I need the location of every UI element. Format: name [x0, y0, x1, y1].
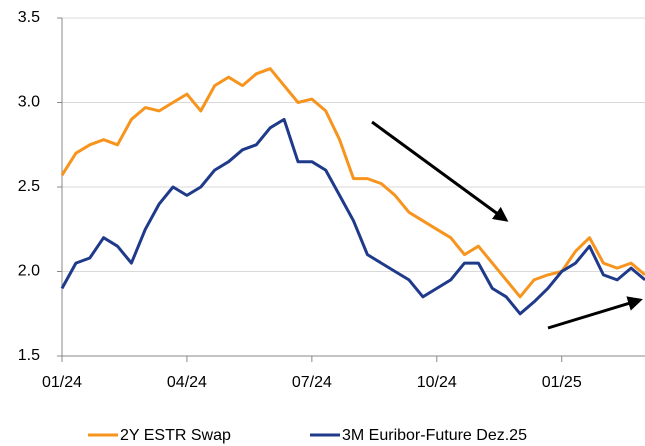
y-tick-label: 3.0 [18, 94, 40, 111]
x-tick-label: 04/24 [167, 374, 207, 391]
x-tick-label: 01/25 [542, 374, 582, 391]
arrow-down [371, 120, 509, 222]
x-tick-label: 07/24 [292, 374, 332, 391]
arrow-up [547, 296, 643, 330]
legend: 2Y ESTR Swap 3M Euribor-Future Dez.25 [88, 427, 527, 444]
y-tick-label: 2.0 [18, 263, 40, 280]
lines [60, 67, 645, 316]
y-tick-label: 1.5 [18, 347, 40, 364]
series-line [60, 117, 645, 316]
legend-label: 3M Euribor-Future Dez.25 [342, 427, 527, 444]
legend-label: 2Y ESTR Swap [120, 427, 231, 444]
y-tick-label: 2.5 [18, 178, 40, 195]
x-tick-label: 01/24 [42, 374, 82, 391]
y-tick-label: 3.5 [18, 9, 40, 26]
x-tick-label: 10/24 [417, 374, 457, 391]
grid: 1.5 2.0 2.5 3.0 3.5 01/24 04/24 07/24 10/24 01/25 [18, 9, 645, 391]
series-line [60, 67, 645, 299]
